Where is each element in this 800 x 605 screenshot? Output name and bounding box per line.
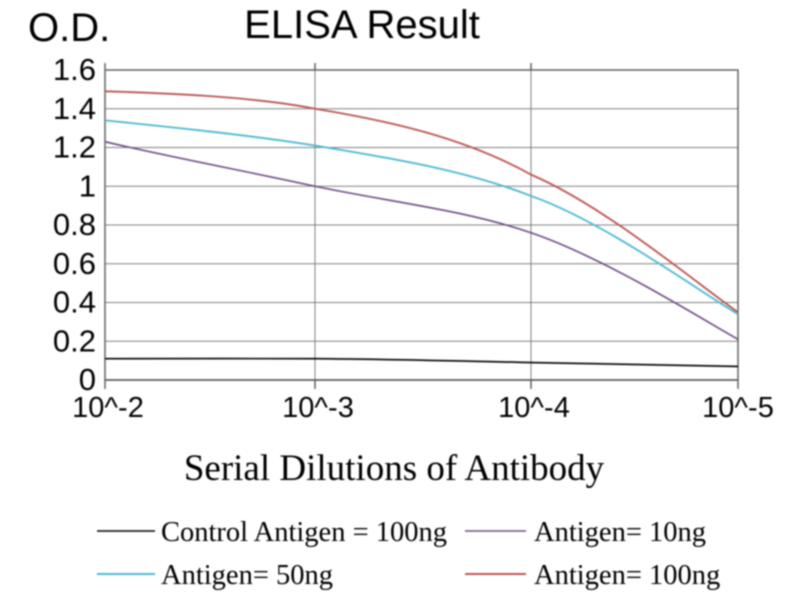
svg-text:Control Antigen = 100ng: Control Antigen = 100ng [161, 517, 447, 548]
svg-text:1: 1 [79, 168, 96, 203]
svg-text:Antigen= 100ng: Antigen= 100ng [534, 560, 720, 591]
svg-text:1.6: 1.6 [53, 52, 96, 87]
svg-text:10^-3: 10^-3 [282, 392, 354, 424]
svg-text:O.D.: O.D. [28, 6, 110, 50]
svg-text:10^-5: 10^-5 [702, 392, 774, 424]
svg-text:10^-2: 10^-2 [72, 392, 144, 424]
svg-text:0.2: 0.2 [53, 323, 96, 358]
svg-text:ELISA Result: ELISA Result [244, 3, 480, 47]
svg-text:Antigen= 10ng: Antigen= 10ng [534, 517, 706, 548]
svg-text:Antigen= 50ng: Antigen= 50ng [161, 560, 333, 591]
svg-text:Serial Dilutions of Antibody: Serial Dilutions of Antibody [184, 448, 605, 489]
svg-text:0.8: 0.8 [53, 207, 96, 242]
svg-text:10^-4: 10^-4 [498, 392, 570, 424]
svg-text:0.6: 0.6 [53, 246, 96, 281]
svg-text:1.2: 1.2 [53, 130, 96, 165]
svg-text:0.4: 0.4 [53, 285, 96, 320]
svg-text:1.4: 1.4 [53, 91, 96, 126]
